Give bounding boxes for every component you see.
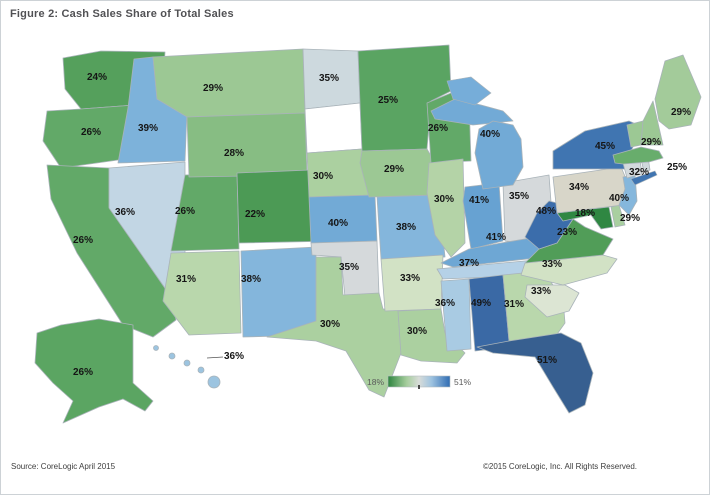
state-label-FL: 51% — [537, 355, 557, 366]
state-label-MN: 25% — [378, 95, 398, 106]
state-NM — [240, 246, 317, 338]
state-SD — [304, 102, 363, 154]
state-label-IN: 41% — [469, 195, 489, 206]
state-label-AL: 49% — [471, 298, 491, 309]
state-label-NH: 29% — [641, 137, 661, 148]
state-label-WI: 26% — [428, 123, 448, 134]
state-label-NJ: 40% — [609, 193, 629, 204]
state-HI — [183, 359, 191, 367]
state-label-UT: 26% — [175, 206, 195, 217]
state-label-LA: 30% — [407, 326, 427, 337]
state-label-OH: 35% — [509, 191, 529, 202]
state-MA — [612, 146, 664, 165]
state-label-OR: 26% — [81, 127, 101, 138]
legend-max-label: 51% — [454, 377, 471, 387]
state-label-IA: 29% — [384, 164, 404, 175]
state-label-SC: 33% — [531, 286, 551, 297]
state-label-AZ: 31% — [176, 274, 196, 285]
state-label-MA: 32% — [629, 167, 649, 178]
state-MO — [376, 194, 446, 260]
state-label-CO: 22% — [245, 209, 265, 220]
copyright-note: ©2015 CoreLogic, Inc. All Rights Reserve… — [483, 462, 637, 471]
state-label-ID: 39% — [138, 123, 158, 134]
state-IL — [426, 158, 466, 258]
state-HI — [197, 366, 205, 374]
label-leader-line-HI — [206, 356, 224, 359]
state-label-OK: 35% — [339, 262, 359, 273]
state-HI — [168, 352, 176, 360]
state-label-PA: 34% — [569, 182, 589, 193]
state-label-AK: 26% — [73, 367, 93, 378]
state-MS — [440, 278, 472, 352]
state-label-KY: 41% — [486, 232, 506, 243]
state-label-IL: 30% — [434, 194, 454, 205]
source-note: Source: CoreLogic April 2015 — [11, 462, 116, 471]
lake-superior-icon — [446, 76, 492, 106]
map-legend: 18% 51% — [367, 375, 471, 389]
state-ME — [654, 54, 702, 130]
state-label-WY: 28% — [224, 148, 244, 159]
state-labels-layer: 24% 26% 26% 39% 36% 26% 29% 28% 22% 31% 38% 35% 30% 4… — [73, 72, 691, 378]
state-label-DE: 29% — [620, 213, 640, 224]
state-label-NM: 38% — [241, 274, 261, 285]
state-SC — [524, 284, 580, 318]
states-layer — [34, 44, 702, 424]
legend-average-tick — [418, 385, 420, 389]
state-label-MT: 29% — [203, 83, 223, 94]
state-WY — [186, 112, 308, 178]
state-HI — [207, 375, 221, 389]
state-PA — [552, 166, 628, 214]
state-label-ND: 35% — [319, 73, 339, 84]
state-MT — [152, 48, 306, 118]
state-AZ — [162, 250, 242, 336]
state-label-VA: 23% — [557, 227, 577, 238]
state-label-AR: 33% — [400, 273, 420, 284]
long-island — [630, 170, 658, 186]
state-label-MI: 40% — [480, 129, 500, 140]
state-label-HI: 36% — [224, 351, 244, 362]
state-label-WA: 24% — [87, 72, 107, 83]
state-label-MD: 18% — [575, 208, 595, 219]
state-label-RI: 25% — [667, 162, 687, 173]
state-label-NC: 33% — [542, 259, 562, 270]
state-label-WV: 48% — [536, 206, 556, 217]
figure-title: Figure 2: Cash Sales Share of Total Sale… — [10, 8, 234, 20]
state-label-MS: 36% — [435, 298, 455, 309]
state-label-KS: 40% — [328, 218, 348, 229]
state-AL — [468, 274, 510, 352]
state-label-TX: 30% — [320, 319, 340, 330]
state-FL — [476, 332, 594, 414]
state-TX — [266, 256, 402, 398]
state-AK — [34, 318, 154, 424]
state-label-MO: 38% — [396, 222, 416, 233]
state-label-TN: 37% — [459, 258, 479, 269]
legend-min-label: 18% — [367, 377, 384, 387]
state-MI — [474, 120, 524, 190]
state-label-NE: 30% — [313, 171, 333, 182]
state-label-NY: 45% — [595, 141, 615, 152]
state-HI — [153, 345, 159, 351]
state-label-CA: 26% — [73, 235, 93, 246]
state-label-ME: 29% — [671, 107, 691, 118]
state-label-NV: 36% — [115, 207, 135, 218]
state-NH — [640, 100, 664, 146]
state-label-GA: 31% — [504, 299, 524, 310]
